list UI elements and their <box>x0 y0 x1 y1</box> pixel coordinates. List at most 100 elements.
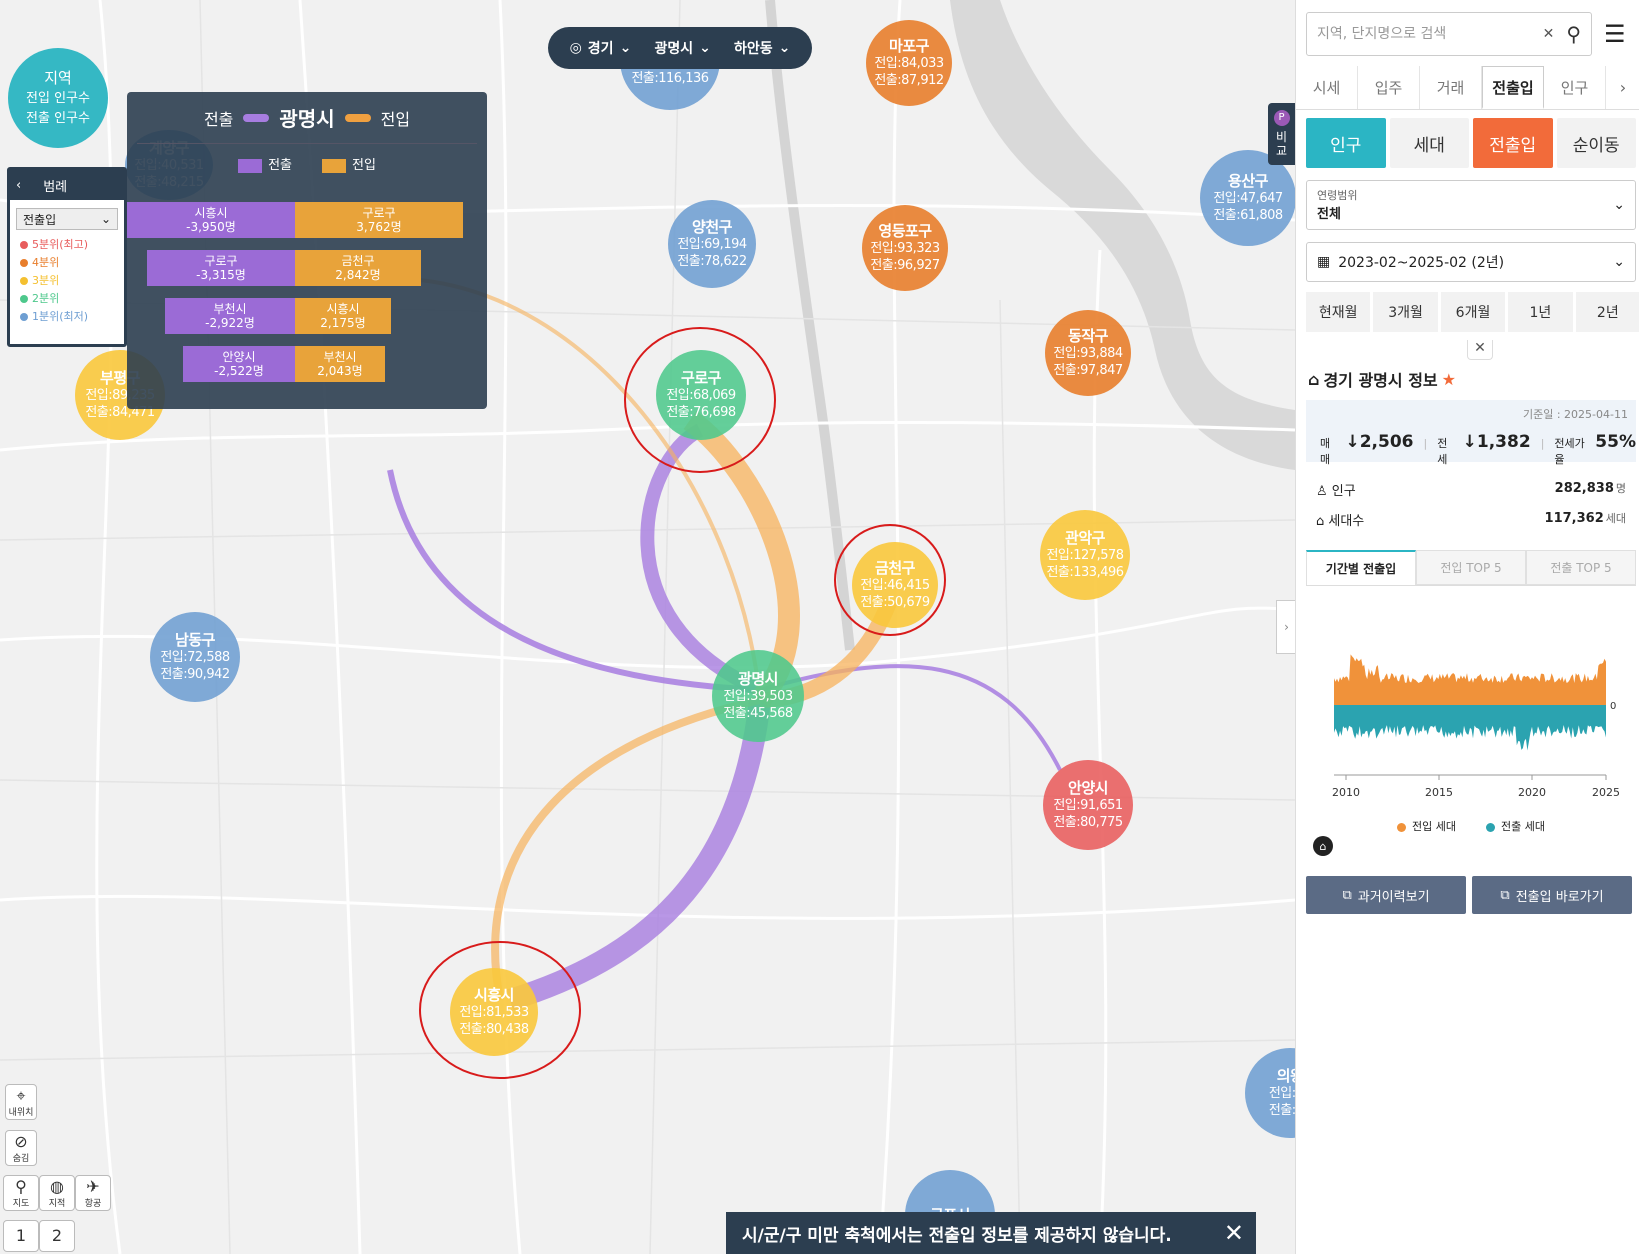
jeonse-ratio-value: 55% <box>1595 432 1636 452</box>
legend-item-label: 4분위 <box>32 256 60 269</box>
view-one-button[interactable]: 1 <box>3 1220 39 1252</box>
chevron-right-icon[interactable]: › <box>1619 78 1627 97</box>
close-icon[interactable]: ✕ <box>1223 1219 1244 1247</box>
bubble-name: 양천구 <box>692 218 732 236</box>
bubble-anyang[interactable]: 안양시 전입:91,651 전출:80,775 <box>1043 760 1133 850</box>
bubble-gwangmyeong[interactable]: 광명시 전입:39,503 전출:45,568 <box>712 650 804 742</box>
legend-title: 범례 <box>43 179 68 195</box>
bubble-in: 전입:81,533 <box>459 1005 529 1020</box>
bubble-name: 동작구 <box>1068 327 1108 345</box>
panel-collapse-button[interactable]: › <box>1276 600 1295 654</box>
net-migration-button[interactable]: 순이동 <box>1556 118 1636 168</box>
clear-icon[interactable]: ✕ <box>1542 26 1555 42</box>
map-mode-label: 지도 <box>12 1198 30 1209</box>
date-range-select[interactable]: ▦ 2023-02~2025-02 (2년) ⌄ <box>1306 242 1636 282</box>
period-3-months[interactable]: 3개월 <box>1373 292 1438 332</box>
hamburger-menu-icon[interactable]: ☰ <box>1604 20 1626 48</box>
chevron-left-icon[interactable]: ‹ <box>16 177 22 193</box>
legend-dot <box>20 259 28 267</box>
history-button[interactable]: ⧉ 과거이력보기 <box>1306 876 1466 914</box>
cadastral-label: 지적 <box>48 1198 66 1209</box>
flow-in-bar: 부천시 2,043명 <box>295 346 385 382</box>
search-input[interactable] <box>1317 26 1543 42</box>
house-icon: ⌂ <box>1316 514 1329 529</box>
tab-population[interactable]: 인구 <box>1544 66 1606 109</box>
flow-in-name: 부천시 <box>323 350 357 364</box>
flow-out-value: -2,522명 <box>214 364 264 378</box>
my-location-button[interactable]: ⌖ 내위치 <box>5 1084 37 1120</box>
region-circle-in: 전입 인구수 <box>26 91 90 106</box>
flow-out-value: -3,315명 <box>196 268 246 282</box>
legend-dot <box>20 295 28 303</box>
tab-transaction[interactable]: 거래 <box>1420 66 1482 109</box>
bubble-name: 마포구 <box>889 37 929 55</box>
star-icon[interactable]: ★ <box>1441 369 1456 389</box>
bubble-geumcheon[interactable]: 금천구 전입:46,415 전출:50,679 <box>852 542 938 628</box>
aerial-mode-button[interactable]: ✈ 항공 <box>75 1175 111 1211</box>
sale-label: 매매 <box>1320 437 1331 466</box>
divider: | <box>1423 437 1428 450</box>
legend-dot <box>20 277 28 285</box>
period-1-year[interactable]: 1년 <box>1508 292 1573 332</box>
flow-legend-in: 전입 <box>322 154 376 173</box>
tab-price[interactable]: 시세 <box>1296 66 1358 109</box>
cadastral-mode-button[interactable]: ◍ 지적 <box>39 1175 75 1211</box>
bubble-out: 전출:90,942 <box>160 667 230 682</box>
tab-move-in[interactable]: 입주 <box>1358 66 1420 109</box>
tab-in-top5[interactable]: 전입 TOP 5 <box>1416 550 1526 585</box>
search-icon[interactable]: ⚲ <box>1566 22 1581 46</box>
legend-item: 3분위 <box>10 272 124 290</box>
period-6-months[interactable]: 6개월 <box>1440 292 1506 332</box>
goto-migration-label: 전출입 바로가기 <box>1515 889 1604 905</box>
bubble-out: 전출:50,679 <box>860 595 930 610</box>
migration-button[interactable]: 전출입 <box>1473 118 1553 168</box>
population-number: 282,838 <box>1554 481 1614 496</box>
flow-out-guro <box>640 423 763 697</box>
population-button[interactable]: 인구 <box>1306 118 1386 168</box>
view-two-button[interactable]: 2 <box>39 1220 75 1252</box>
bubble-yeongdeungpo[interactable]: 영등포구 전입:93,323 전출:96,927 <box>862 205 948 291</box>
flow-legend-in-label: 전입 <box>352 158 376 173</box>
period-2-years[interactable]: 2년 <box>1575 292 1639 332</box>
province-dropdown[interactable]: ◎ 경기 ⌄ <box>570 38 632 58</box>
map-mode-button[interactable]: ⚲ 지도 <box>3 1175 39 1211</box>
legend-out-text: 전출 세대 <box>1501 820 1545 833</box>
household-button[interactable]: 세대 <box>1389 118 1469 168</box>
bubble-siheung[interactable]: 시흥시 전입:81,533 전출:80,438 <box>450 968 538 1056</box>
date-range-value: 2023-02~2025-02 (2년) <box>1338 255 1505 271</box>
bubble-dongjak[interactable]: 동작구 전입:93,884 전출:97,847 <box>1045 310 1131 396</box>
legend-dot <box>20 313 28 321</box>
bubble-yongsan[interactable]: 용산구 전입:47,647 전출:61,808 <box>1200 150 1295 246</box>
legend-item-label: 3분위 <box>32 274 60 287</box>
bubble-out: 전출:97,847 <box>1053 363 1123 378</box>
tab-migration[interactable]: 전출입 <box>1482 66 1544 109</box>
flow-in-name: 시흥시 <box>326 302 360 316</box>
bubble-namdong[interactable]: 남동구 전입:72,588 전출:90,942 <box>150 612 240 702</box>
hide-button[interactable]: ⊘ 숨김 <box>5 1130 37 1166</box>
home-icon[interactable]: ⌂ <box>1313 836 1333 856</box>
bubble-in: 전입:72,588 <box>160 650 230 665</box>
age-range-value: 전체 <box>1317 207 1341 222</box>
roads <box>0 0 1295 1254</box>
bubble-mapo[interactable]: 마포구 전입:84,033 전출:87,912 <box>866 20 952 106</box>
dong-dropdown[interactable]: 하안동 ⌄ <box>734 38 790 58</box>
price-summary-box: 기준일 : 2025-04-11 매매 ↓2,506 | 전세 ↓1,382 |… <box>1306 400 1636 466</box>
bubble-gwanak[interactable]: 관악구 전입:127,578 전출:133,496 <box>1040 510 1130 600</box>
flow-in-value: 2,175명 <box>320 316 366 330</box>
legend-type-select[interactable]: 전출입 ⌄ <box>16 208 118 230</box>
chart-legend: 전입 세대 전출 세대 <box>1306 818 1636 834</box>
age-range-select[interactable]: 연령범위 전체 ⌄ <box>1306 180 1636 230</box>
goto-migration-button[interactable]: ⧉ 전출입 바로가기 <box>1472 876 1632 914</box>
region-selector: ◎ 경기 ⌄ 광명시 ⌄ 하안동 ⌄ <box>548 27 812 69</box>
bubble-yangcheon[interactable]: 양천구 전입:69,194 전출:78,622 <box>668 200 756 288</box>
flow-legend-out-label: 전출 <box>268 158 292 173</box>
tab-period-migration[interactable]: 기간별 전출입 <box>1306 550 1416 585</box>
compare-tab[interactable]: P 비 교 <box>1268 103 1295 165</box>
city-dropdown[interactable]: 광명시 ⌄ <box>654 38 710 58</box>
tab-out-top5[interactable]: 전출 TOP 5 <box>1526 550 1636 585</box>
period-current-month[interactable]: 현재월 <box>1306 292 1371 332</box>
chart-sub-tabs: 기간별 전출입 전입 TOP 5 전출 TOP 5 <box>1306 550 1636 586</box>
close-section-icon[interactable]: ✕ <box>1467 340 1493 360</box>
bubble-guro[interactable]: 구로구 전입:68,069 전출:76,698 <box>656 350 746 440</box>
